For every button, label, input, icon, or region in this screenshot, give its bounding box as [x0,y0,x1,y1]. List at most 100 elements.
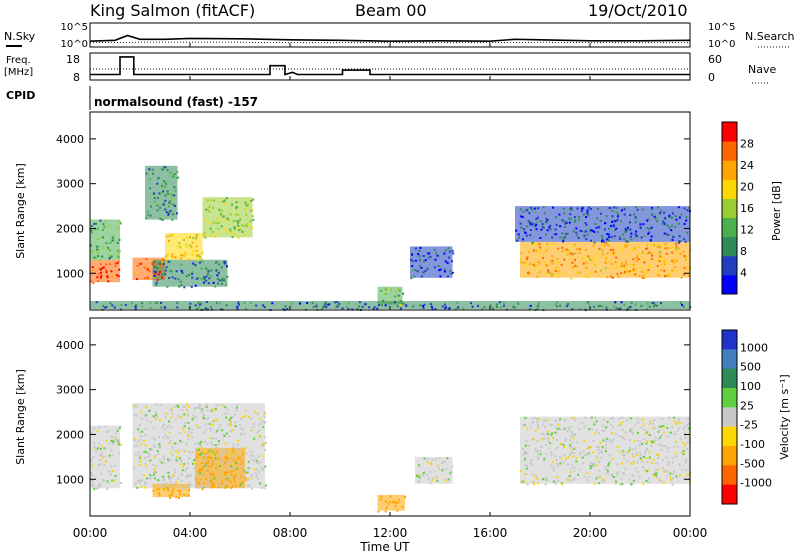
velocity-cell [200,468,203,471]
velocity-cell [209,460,212,463]
power-colorbar-tick: 16 [740,202,754,215]
beam-title: Beam 00 [355,1,427,20]
velocity-cell [600,450,602,453]
velocity-cell [550,464,553,467]
velocity-cell [596,446,599,449]
power-cell [599,219,602,222]
velocity-cell [551,437,554,440]
velocity-cell [109,473,112,476]
velocity-cell [169,480,172,483]
velocity-cell [170,408,173,411]
velocity-cell [581,462,584,465]
power-cell [522,228,525,231]
power-cell [651,254,653,257]
velocity-cell [157,479,160,482]
velocity-cell [195,416,198,419]
velocity-cell [248,467,251,470]
freq-tick-bottom: 8 [73,71,80,84]
velocity-cell [105,439,108,442]
velocity-cell [200,440,203,443]
power-cell [171,192,174,195]
power-cell [535,250,538,252]
velocity-cell [216,483,219,486]
velocity-cell [559,456,561,459]
velocity-cell [632,455,635,458]
velocity-cell [232,416,234,419]
power-cell [182,254,185,257]
velocity-cell [228,418,231,421]
power-cell [656,273,659,276]
velocity-cell [590,462,592,465]
power-cell [145,258,148,261]
power-cell [585,266,588,269]
velocity-cell [208,422,211,425]
velocity-cell [212,421,215,423]
velocity-cell [263,415,266,418]
power-cell [234,220,236,222]
velocity-cell [227,450,230,453]
velocity-cell [660,449,663,451]
power-cell [660,269,663,272]
power-cell [664,223,667,226]
velocity-cell [264,448,267,451]
freq-tick-top: 18 [66,53,80,66]
velocity-cell [447,478,450,481]
velocity-cell [177,477,180,480]
power-cell [531,241,534,244]
velocity-cell [643,452,646,455]
velocity-cell [228,435,231,438]
velocity-cell [222,434,225,437]
power-cell [534,243,537,246]
freq-series-line [90,56,690,76]
power-cell [557,275,560,278]
velocity-cell [567,428,570,431]
velocity-cell [214,407,217,410]
frequency-panel: Freq. [MHz] 18 8 60 0 Nave [4,52,776,84]
power-cell [606,252,609,255]
power-cell [222,277,225,280]
power-cell [616,273,619,276]
power-cell [164,182,167,185]
velocity-cell [636,418,639,420]
velocity-cell [101,457,104,460]
velocity-cell [552,469,555,472]
power-cell [140,262,143,265]
velocity-cell [188,485,191,488]
power-cell [101,229,104,231]
power-cell [97,248,100,251]
power-cell [191,241,194,244]
power-cell [108,257,111,260]
velocity-cell [545,477,548,480]
power-cell [658,260,661,263]
power-cell [678,216,681,219]
power-cell [180,269,183,272]
velocity-cell [173,482,176,485]
power-cell [115,274,118,277]
power-cell [155,281,158,284]
power-cell [336,304,339,307]
velocity-cell [619,483,622,486]
power-cell [225,197,228,200]
power-cell [209,227,212,230]
power-cell [311,301,314,304]
velocity-cell [667,447,670,449]
power-cell [215,221,218,224]
velocity-cell [391,501,394,504]
power-cell [247,224,249,227]
power-cell [648,228,651,230]
power-cell [235,201,238,204]
power-cell [199,261,201,264]
power-cell [667,274,670,277]
velocity-cell [180,472,183,475]
power-cell [531,223,534,226]
power-cell [162,216,165,219]
power-cell [588,230,591,233]
power-cell [530,229,532,231]
velocity-cell [226,457,229,460]
velocity-cell [139,479,141,482]
velocity-cell [146,419,149,422]
power-cell [554,270,557,272]
velocity-cell [212,451,214,454]
velocity-cell [203,453,206,455]
velocity-cell [546,433,549,435]
